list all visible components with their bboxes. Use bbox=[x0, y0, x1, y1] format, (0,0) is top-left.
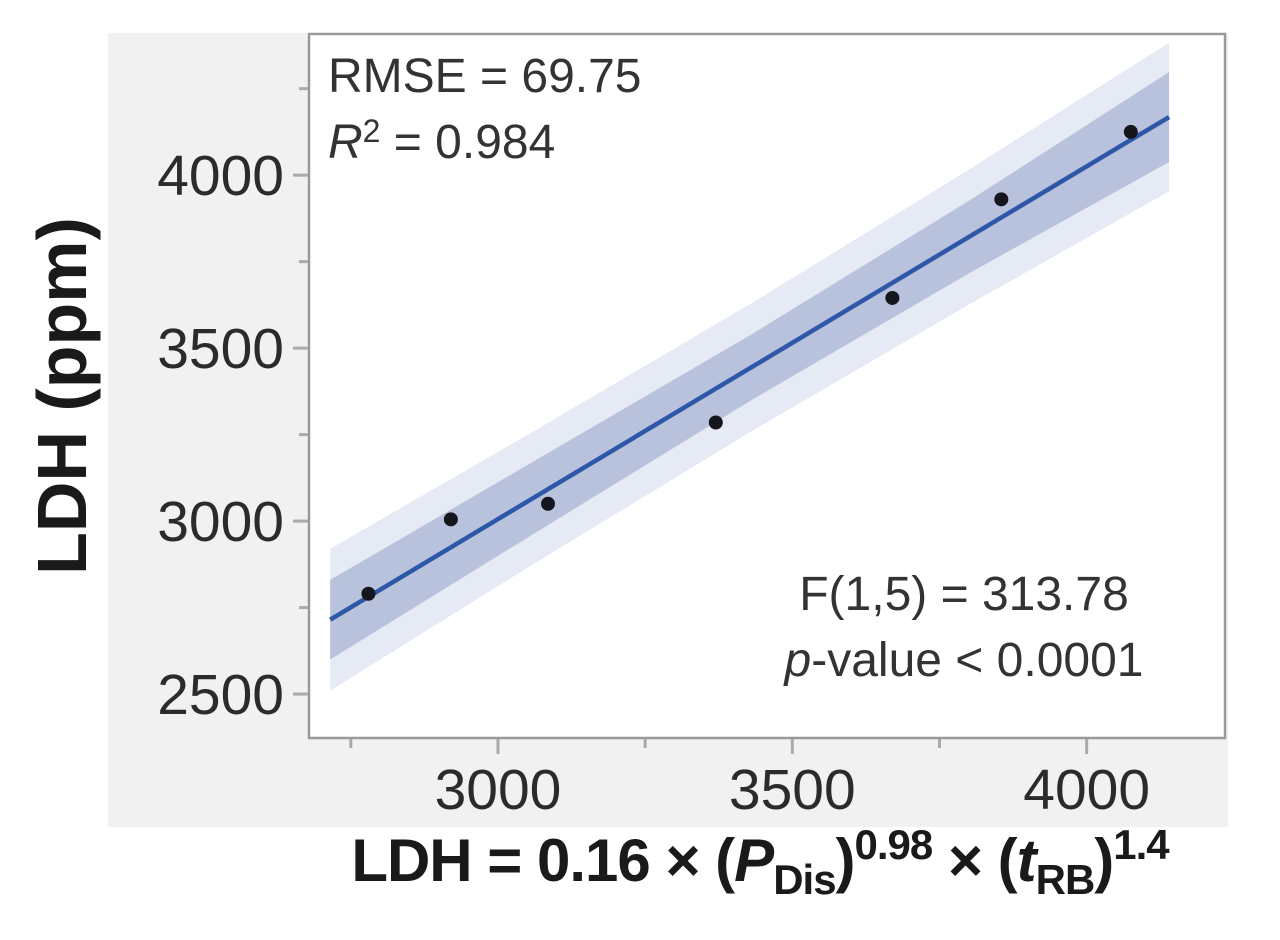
fit-line bbox=[329, 115, 1171, 622]
x-tick-label: 3000 bbox=[435, 758, 562, 822]
data-point bbox=[541, 496, 556, 511]
plot-border bbox=[307, 32, 1227, 740]
significance-annotation: F(1,5) = 313.78 p-value < 0.0001 bbox=[785, 562, 1144, 694]
f-statistic-text: F(1,5) = 313.78 bbox=[799, 568, 1129, 621]
x-tick-label: 4000 bbox=[1023, 758, 1150, 822]
data-point bbox=[1123, 124, 1138, 139]
p-value-text: p-value < 0.0001 bbox=[784, 634, 1144, 687]
rmse-text: RMSE = 69.75 bbox=[328, 50, 642, 103]
r-squared-text: R2 = 0.984 bbox=[328, 113, 556, 169]
x-tick-label: 3500 bbox=[729, 758, 856, 822]
data-point bbox=[885, 290, 900, 305]
y-tick-label: 4000 bbox=[157, 144, 284, 208]
data-point bbox=[443, 512, 458, 527]
y-tick-label: 2500 bbox=[157, 663, 284, 727]
x-axis-equation: LDH = 0.16 × (PDis)0.98 × (tRB)1.4 bbox=[351, 821, 1169, 903]
y-tick-label: 3000 bbox=[157, 490, 284, 554]
data-point bbox=[708, 415, 723, 430]
fit-stats-annotation: RMSE = 69.75 R2 = 0.984 bbox=[328, 44, 642, 180]
data-point bbox=[361, 586, 376, 601]
data-point bbox=[994, 192, 1009, 207]
y-tick-label: 3500 bbox=[157, 317, 284, 381]
y-axis-title: LDH (ppm) bbox=[23, 217, 101, 575]
